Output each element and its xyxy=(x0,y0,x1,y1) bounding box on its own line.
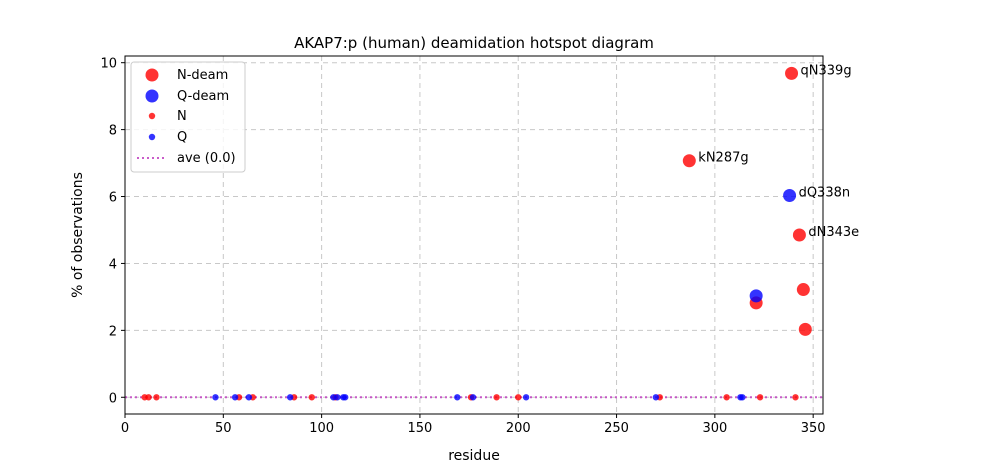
data-point xyxy=(785,66,799,80)
data-point xyxy=(454,394,461,401)
x-tick-label: 150 xyxy=(408,421,433,436)
legend-marker-q-deam xyxy=(145,89,159,103)
legend-marker-n xyxy=(148,112,156,120)
point-annotations: kN287g qN339g dN343e dQ338n xyxy=(698,63,859,240)
legend-label-q: Q xyxy=(177,130,187,145)
legend-label-ave: ave (0.0) xyxy=(177,151,236,166)
data-point xyxy=(682,154,696,168)
data-point xyxy=(231,394,239,401)
x-axis-ticks: 0 50 100 150 200 250 300 350 xyxy=(121,414,826,436)
legend: N-deam Q-deam N Q ave (0.0) xyxy=(130,61,246,173)
x-tick-label: 250 xyxy=(604,421,629,436)
data-point xyxy=(798,322,812,336)
x-tick-label: 350 xyxy=(801,421,826,436)
data-point xyxy=(739,394,746,401)
plot-frame xyxy=(124,55,824,415)
data-point xyxy=(469,394,477,401)
data-point xyxy=(756,394,764,401)
x-axis-label: residue xyxy=(448,448,500,464)
y-tick-label: 6 xyxy=(109,191,117,206)
data-point xyxy=(515,394,522,401)
y-tick-label: 8 xyxy=(109,124,117,139)
data-point xyxy=(286,394,294,401)
data-points xyxy=(141,66,812,401)
point-label: qN339g xyxy=(801,63,852,78)
chart-title: AKAP7:p (human) deamidation hotspot diag… xyxy=(294,34,654,52)
legend-label-n-deam: N-deam xyxy=(177,68,228,83)
data-point xyxy=(796,283,810,297)
y-tick-label: 10 xyxy=(100,57,117,72)
legend-marker-n-deam xyxy=(145,68,159,82)
legend-label-q-deam: Q-deam xyxy=(177,89,229,104)
data-point xyxy=(245,394,253,401)
x-tick-label: 300 xyxy=(702,421,727,436)
legend-box xyxy=(130,61,246,173)
data-point xyxy=(652,394,660,401)
data-point xyxy=(212,394,219,401)
point-label: dQ338n xyxy=(799,186,851,201)
data-point xyxy=(792,394,799,401)
data-point xyxy=(308,394,315,401)
legend-marker-q xyxy=(148,133,156,141)
data-point xyxy=(522,394,530,401)
x-tick-label: 50 xyxy=(215,421,232,436)
x-tick-label: 100 xyxy=(309,421,334,436)
y-axis-ticks: 0 2 4 6 8 10 xyxy=(100,57,125,406)
data-point xyxy=(783,189,797,203)
y-tick-label: 2 xyxy=(109,324,117,339)
data-point xyxy=(342,394,349,401)
data-point xyxy=(493,394,500,401)
legend-label-n: N xyxy=(177,109,187,124)
data-point xyxy=(145,394,152,401)
x-tick-label: 0 xyxy=(121,421,129,436)
point-label: dN343e xyxy=(808,225,859,240)
data-point xyxy=(153,394,160,401)
data-point xyxy=(792,228,806,242)
y-tick-label: 0 xyxy=(109,391,117,406)
x-tick-label: 200 xyxy=(506,421,531,436)
data-point xyxy=(334,394,341,401)
data-point xyxy=(749,289,763,303)
y-axis-label: % of observations xyxy=(70,172,86,298)
y-tick-label: 4 xyxy=(109,257,117,272)
point-label: kN287g xyxy=(698,151,748,166)
data-point xyxy=(723,394,730,401)
